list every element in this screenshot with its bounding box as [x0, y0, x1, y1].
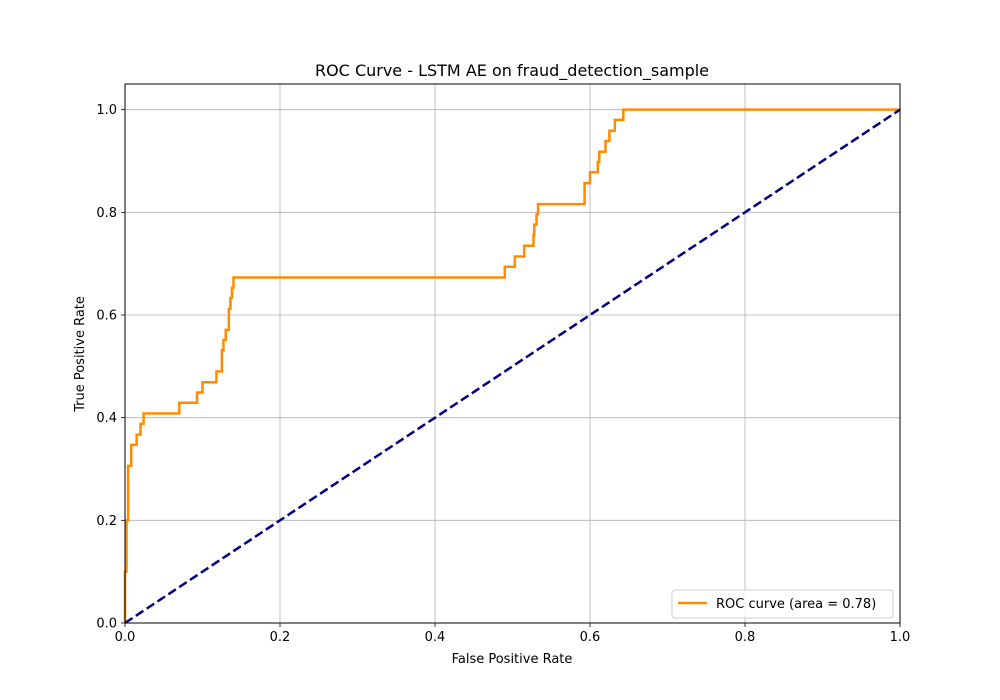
chance-diagonal-line — [124, 108, 901, 625]
x-tick-label: 1.0 — [890, 630, 911, 645]
grid-layer — [124, 84, 901, 624]
plot-frame — [124, 83, 901, 624]
legend-label: ROC curve (area = 0.78) — [716, 597, 876, 612]
y-axis-label: True Positive Rate — [73, 296, 88, 413]
y-tick-label: 1.0 — [96, 103, 117, 118]
y-tick-label: 0.0 — [96, 617, 117, 632]
tick-layer: 0.0 0.2 0.4 0.6 0.8 1.0 0.0 0.2 0.4 0.6 0.8 1.0 — [96, 103, 910, 645]
x-tick-label: 0.0 — [115, 630, 136, 645]
y-tick-label: 0.8 — [96, 206, 117, 221]
legend: ROC curve (area = 0.78) — [671, 589, 894, 619]
y-tick-label: 0.4 — [96, 411, 117, 426]
x-tick-label: 0.2 — [270, 630, 291, 645]
legend-box — [671, 589, 894, 619]
series-layer — [123, 108, 901, 625]
x-tick-label: 0.6 — [580, 630, 601, 645]
x-tick-label: 0.8 — [735, 630, 756, 645]
x-axis-label: False Positive Rate — [452, 652, 573, 667]
x-tick-label: 0.4 — [425, 630, 446, 645]
roc-curve-line — [123, 108, 900, 623]
chart-title: ROC Curve - LSTM AE on fraud_detection_s… — [315, 61, 709, 81]
y-tick-label: 0.6 — [96, 309, 117, 324]
y-tick-label: 0.2 — [96, 514, 117, 529]
